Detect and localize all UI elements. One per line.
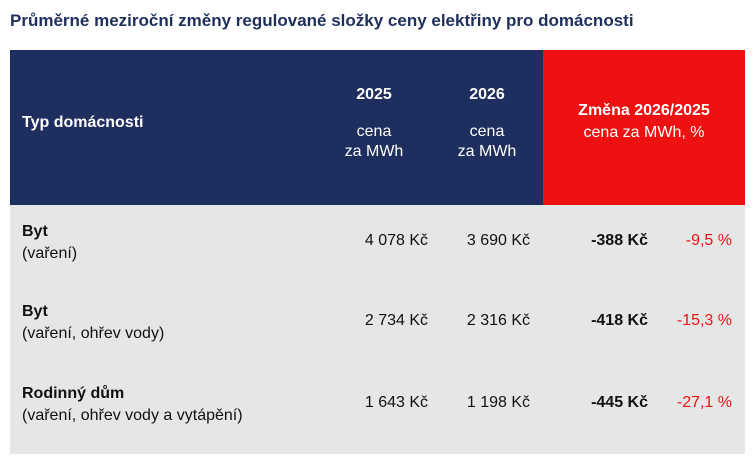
- row-price-2025: 1 643 Kč: [364, 394, 428, 411]
- price-table: Typ domácnosti 2025 cena za MWh 2026 cen…: [10, 50, 745, 454]
- table-row: Rodinný dům (vaření, ohřev vody a vytápě…: [10, 383, 745, 433]
- row-change-pct: -27,1 %: [676, 394, 732, 411]
- row-price-2025: 2 734 Kč: [364, 312, 428, 329]
- page-title: Průměrné meziroční změny regulované slož…: [10, 11, 634, 30]
- row-desc: (vaření): [22, 245, 78, 262]
- table-row: Byt (vaření) 4 078 Kč 3 690 Kč -388 Kč -…: [10, 221, 745, 271]
- row-name: Byt: [22, 223, 48, 240]
- header-col-2025: 2025 cena za MWh: [319, 86, 429, 162]
- row-name: Rodinný dům: [22, 385, 125, 402]
- row-desc: (vaření, ohřev vody): [22, 325, 165, 342]
- header-type-label: Typ domácnosti: [22, 114, 144, 131]
- header-change: Změna 2026/2025 cena za MWh, %: [543, 100, 745, 144]
- row-change-abs: -445 Kč: [591, 394, 648, 411]
- row-change-abs: -388 Kč: [591, 232, 648, 249]
- table-header: Typ domácnosti 2025 cena za MWh 2026 cen…: [10, 50, 745, 205]
- header-2026-sub1: cena: [469, 123, 505, 140]
- row-change-pct: -9,5 %: [685, 232, 732, 249]
- header-navy-band: [10, 50, 543, 205]
- row-desc: (vaření, ohřev vody a vytápění): [22, 407, 243, 424]
- row-price-2026: 1 198 Kč: [466, 394, 530, 411]
- row-household: Byt (vaření, ohřev vody): [22, 301, 164, 345]
- table-row: Byt (vaření, ohřev vody) 2 734 Kč 2 316 …: [10, 301, 745, 351]
- header-col-2026: 2026 cena za MWh: [432, 86, 542, 162]
- header-change-sub: cena za MWh, %: [583, 124, 705, 141]
- row-name: Byt: [22, 303, 48, 320]
- row-price-2026: 3 690 Kč: [466, 232, 530, 249]
- table-body: Byt (vaření) 4 078 Kč 3 690 Kč -388 Kč -…: [10, 205, 745, 454]
- header-2025-sub2: za MWh: [344, 143, 404, 160]
- row-household: Rodinný dům (vaření, ohřev vody a vytápě…: [22, 383, 243, 427]
- row-price-2025: 4 078 Kč: [364, 232, 428, 249]
- header-year-2025: 2025: [356, 86, 392, 103]
- header-2025-sub1: cena: [356, 123, 392, 140]
- row-price-2026: 2 316 Kč: [466, 312, 530, 329]
- header-year-2026: 2026: [469, 86, 505, 103]
- row-change-pct: -15,3 %: [676, 312, 732, 329]
- row-change-abs: -418 Kč: [591, 312, 648, 329]
- header-change-band: [543, 50, 745, 205]
- header-2026-sub2: za MWh: [457, 143, 517, 160]
- row-household: Byt (vaření): [22, 221, 77, 265]
- header-change-title: Změna 2026/2025: [578, 102, 710, 119]
